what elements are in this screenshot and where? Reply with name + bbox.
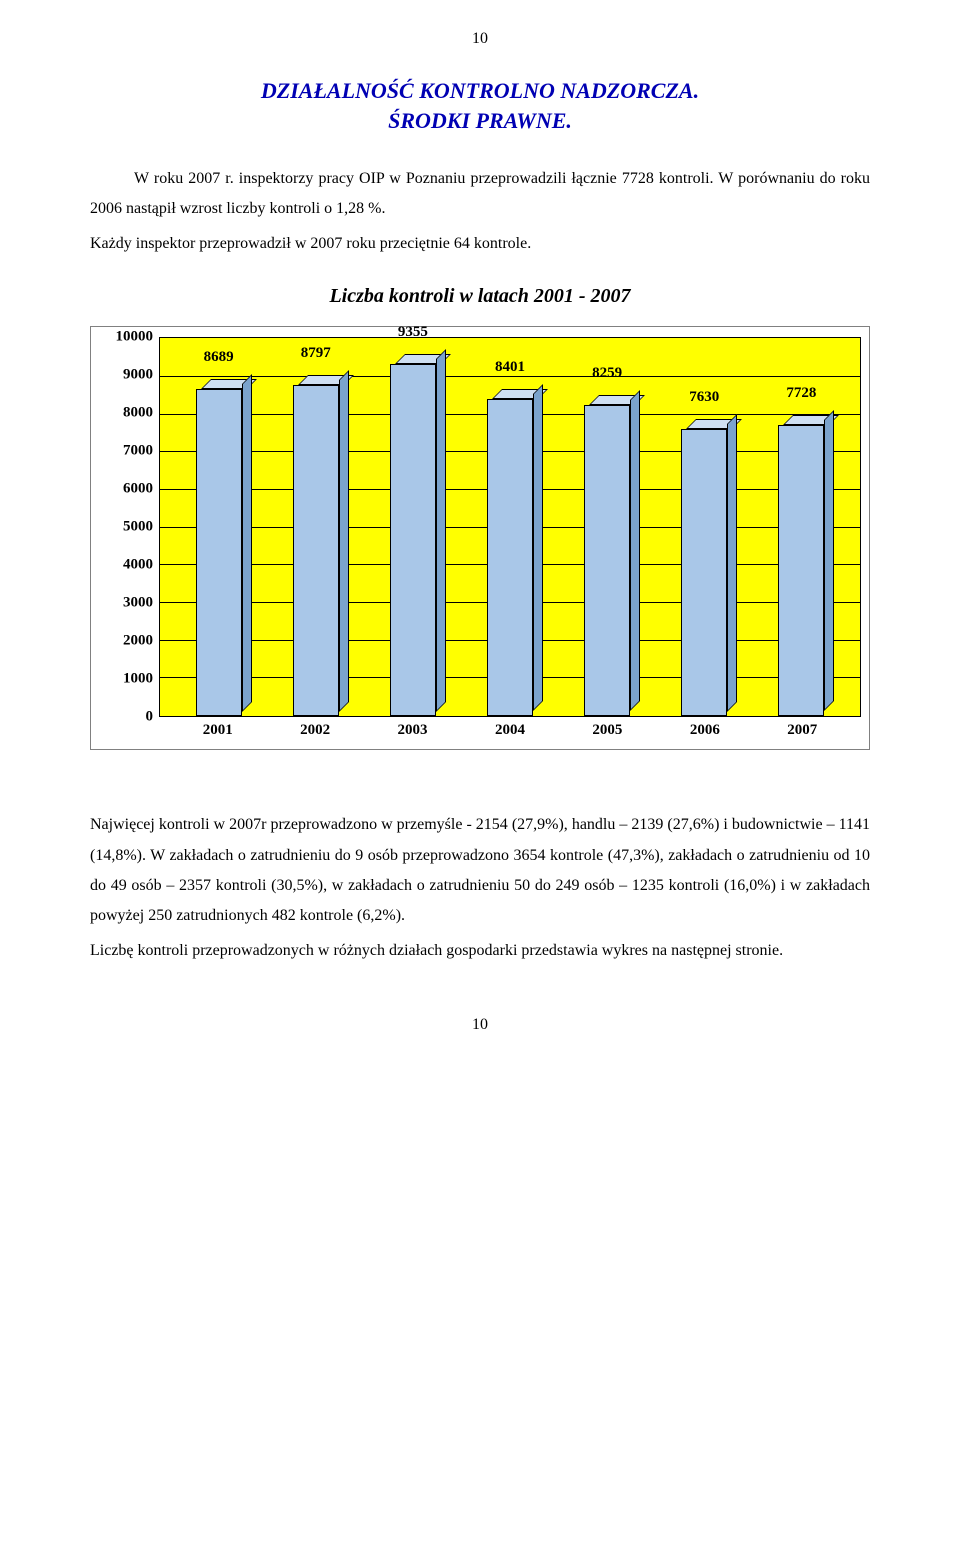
chart-bar-slot: 8689 [170, 389, 267, 717]
intro-paragraph-1: W roku 2007 r. inspektorzy pracy OIP w P… [90, 164, 870, 225]
chart-x-tick: 2003 [364, 722, 461, 739]
chart-bar-front-face [390, 364, 436, 717]
chart-bar [584, 405, 630, 716]
chart-y-tick: 7000 [123, 443, 153, 460]
chart-bar-front-face [584, 405, 630, 716]
chart-bar-value-label: 8689 [204, 349, 234, 369]
chart-bar-front-face [487, 399, 533, 716]
chart-bar-value-label: 7630 [689, 389, 719, 409]
chart-y-tick: 4000 [123, 557, 153, 574]
chart-title: Liczba kontroli w latach 2001 - 2007 [90, 285, 870, 308]
chart-y-tick: 5000 [123, 519, 153, 536]
chart-bar-front-face [196, 389, 242, 717]
page-number-bottom: 10 [90, 1016, 870, 1034]
chart-x-tick: 2005 [559, 722, 656, 739]
chart-y-tick: 8000 [123, 405, 153, 422]
chart-y-tick: 2000 [123, 633, 153, 650]
intro-paragraph-2: Każdy inspektor przeprowadził w 2007 rok… [90, 229, 870, 259]
chart-y-tick: 3000 [123, 595, 153, 612]
chart-bars: 8689879793558401825976307728 [160, 338, 860, 716]
chart-bar-side-face [242, 374, 252, 712]
section-heading-line1: DZIAŁALNOŚĆ KONTROLNO NADZORCZA. [90, 78, 870, 104]
chart-y-axis: 0100020003000400050006000700080009000100… [99, 337, 159, 717]
chart-y-tick: 0 [146, 709, 154, 726]
chart-bar [293, 385, 339, 717]
chart-x-axis: 2001200220032004200520062007 [159, 717, 861, 739]
chart-bar [681, 429, 727, 717]
chart-y-tick: 6000 [123, 481, 153, 498]
chart-x-tick: 2004 [461, 722, 558, 739]
chart-bar [390, 364, 436, 717]
chart-bar-front-face [778, 425, 824, 716]
chart-bar-side-face [824, 410, 834, 711]
chart-bar-slot: 9355 [364, 364, 461, 717]
chart-bar-side-face [630, 390, 640, 711]
chart-y-tick: 9000 [123, 367, 153, 384]
chart-bar-value-label: 8259 [592, 365, 622, 385]
chart-x-tick: 2006 [656, 722, 753, 739]
document-page: 10 DZIAŁALNOŚĆ KONTROLNO NADZORCZA. ŚROD… [0, 0, 960, 1074]
chart-bar-slot: 7630 [656, 429, 753, 717]
chart-bar-value-label: 8797 [301, 345, 331, 365]
chart-bar-value-label: 8401 [495, 359, 525, 379]
chart-x-tick: 2001 [169, 722, 266, 739]
chart-bar [778, 425, 824, 716]
chart-bar-side-face [533, 384, 543, 711]
chart-bar-side-face [727, 414, 737, 712]
chart-bar-value-label: 7728 [786, 385, 816, 405]
chart-x-tick: 2002 [266, 722, 363, 739]
chart-bar-side-face [436, 349, 446, 712]
page-number-top: 10 [90, 30, 870, 48]
chart-y-tick: 1000 [123, 671, 153, 688]
chart-bar [487, 399, 533, 716]
chart-y-tick: 10000 [116, 329, 154, 346]
chart-bar-slot: 8797 [267, 385, 364, 717]
chart-plot-area: 8689879793558401825976307728 [159, 337, 861, 717]
chart-bar [196, 389, 242, 717]
chart-container: 0 1000 2000 3000 4000 5000 6000 7000 8000 9000 100… [90, 326, 870, 750]
chart-bar-slot: 7728 [753, 425, 850, 716]
chart-bar-slot: 8259 [559, 405, 656, 716]
chart-bar-value-label: 9355 [398, 324, 428, 344]
chart-bar-front-face [681, 429, 727, 717]
chart-row: 0100020003000400050006000700080009000100… [99, 337, 861, 739]
chart-plot-wrap: 8689879793558401825976307728 20012002200… [159, 337, 861, 739]
chart-bar-slot: 8401 [461, 399, 558, 716]
chart-x-tick: 2007 [754, 722, 851, 739]
chart-bar-side-face [339, 370, 349, 712]
section-heading-line2: ŚRODKI PRAWNE. [90, 108, 870, 134]
analysis-paragraph-1: Najwięcej kontroli w 2007r przeprowadzon… [90, 810, 870, 932]
analysis-paragraph-2: Liczbę kontroli przeprowadzonych w różny… [90, 936, 870, 966]
chart-bar-front-face [293, 385, 339, 717]
